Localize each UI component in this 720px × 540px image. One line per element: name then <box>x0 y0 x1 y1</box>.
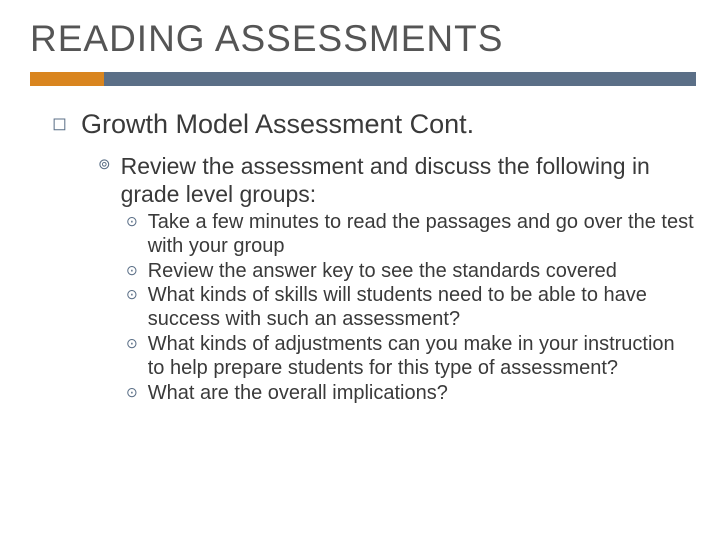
level2-text: Review the assessment and discuss the fo… <box>121 152 696 208</box>
dotcircle-bullet-icon: ⊙ <box>126 214 138 228</box>
divider-accent-right <box>104 72 696 86</box>
level3-text: What kinds of skills will students need … <box>148 283 696 332</box>
square-bullet-icon: ◻ <box>52 114 67 132</box>
slide: READING ASSESSMENTS ◻ Growth Model Asses… <box>0 0 720 405</box>
divider-accent-left <box>30 72 104 86</box>
level3-text: Take a few minutes to read the passages … <box>148 210 696 259</box>
list-item-level3: ⊙ What are the overall implications? <box>126 381 696 405</box>
target-bullet-icon: ⊚ <box>98 157 111 172</box>
dotcircle-bullet-icon: ⊙ <box>126 263 138 277</box>
level3-text: What are the overall implications? <box>148 381 448 405</box>
level3-text: Review the answer key to see the standar… <box>148 259 617 283</box>
list-item-level3: ⊙ What kinds of skills will students nee… <box>126 283 696 332</box>
list-item-level3: ⊙ What kinds of adjustments can you make… <box>126 332 696 381</box>
dotcircle-bullet-icon: ⊙ <box>126 336 138 350</box>
dotcircle-bullet-icon: ⊙ <box>126 287 138 301</box>
list-item-level2: ⊚ Review the assessment and discuss the … <box>98 152 696 208</box>
slide-title: READING ASSESSMENTS <box>30 18 696 60</box>
list-item-level3: ⊙ Review the answer key to see the stand… <box>126 259 696 283</box>
list-item-level3: ⊙ Take a few minutes to read the passage… <box>126 210 696 259</box>
title-divider <box>30 72 696 86</box>
level1-text: Growth Model Assessment Cont. <box>81 108 474 142</box>
dotcircle-bullet-icon: ⊙ <box>126 385 138 399</box>
level3-text: What kinds of adjustments can you make i… <box>148 332 696 381</box>
list-item-level1: ◻ Growth Model Assessment Cont. <box>52 108 696 142</box>
